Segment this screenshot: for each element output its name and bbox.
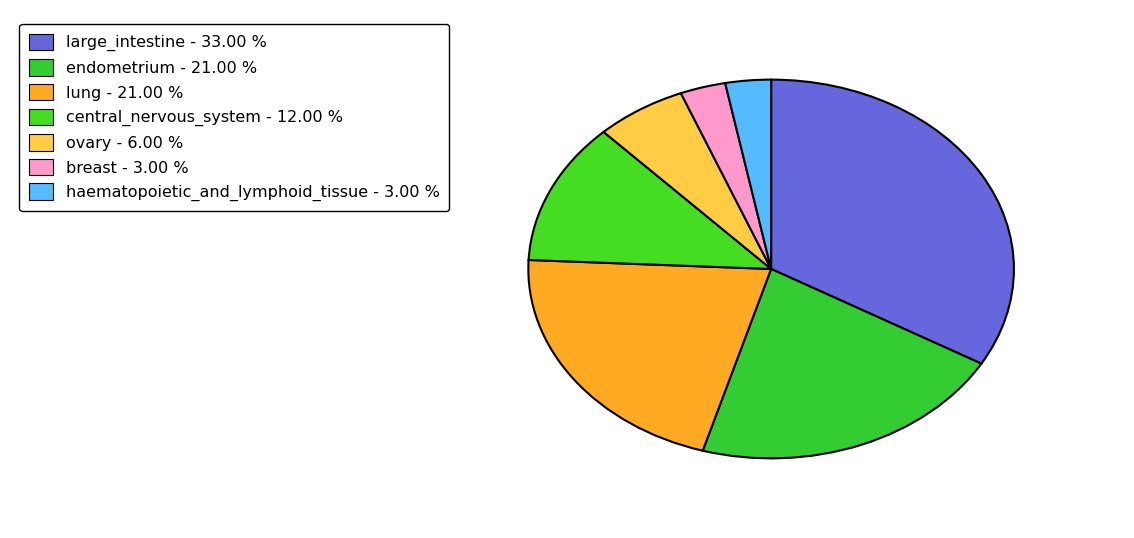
- Wedge shape: [703, 269, 981, 458]
- Wedge shape: [528, 260, 771, 451]
- Wedge shape: [680, 83, 771, 269]
- Wedge shape: [725, 80, 771, 269]
- Wedge shape: [603, 93, 771, 269]
- Wedge shape: [771, 80, 1014, 364]
- Legend: large_intestine - 33.00 %, endometrium - 21.00 %, lung - 21.00 %, central_nervou: large_intestine - 33.00 %, endometrium -…: [19, 24, 449, 211]
- Wedge shape: [528, 132, 771, 269]
